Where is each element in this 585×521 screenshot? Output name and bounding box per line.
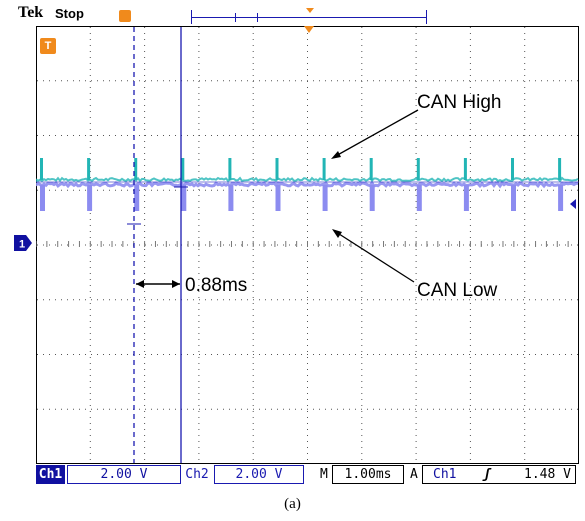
graticule-grid (35, 27, 578, 463)
can-high-pulse (228, 158, 232, 180)
waveform-plot: 0.88ms CAN High CAN Low (34, 26, 579, 464)
can-low-pulse (275, 185, 281, 211)
can-low-label: CAN Low (417, 280, 498, 301)
can-low-pulse (40, 185, 45, 211)
timebase-label: M (320, 467, 328, 482)
can-low-pulse (416, 185, 422, 211)
channel-1-marker-label: 1 (19, 239, 25, 251)
can-high-pulse (181, 158, 185, 180)
timebase-value: 1.00ms (332, 465, 404, 484)
trigger-level-icon (570, 199, 576, 209)
can-low-pulse (87, 185, 93, 211)
waveform-traces (34, 158, 579, 211)
ch1-scale: 2.00 V (67, 465, 181, 484)
ch2-badge: Ch2 (185, 467, 209, 482)
trigger-slope-icon: ʃ (483, 467, 491, 482)
can-high-pulse (87, 158, 91, 180)
can-low-pulse (228, 185, 234, 211)
can-low-pulse (463, 185, 469, 211)
can-high-pulse (416, 158, 420, 180)
can-high-pulse (558, 158, 562, 180)
can-high-pulse (511, 158, 514, 180)
can-low-baseline (34, 180, 579, 189)
trigger-point-icon (306, 8, 314, 13)
trigger-level: 1.48 V (524, 467, 571, 482)
can-low-arrow-head (332, 229, 342, 238)
can-high-pulse (369, 158, 373, 180)
can-high-baseline (35, 176, 579, 183)
channel-1-ground-marker: 1 (14, 235, 32, 251)
trigger-source: Ch1 (433, 467, 457, 482)
scope-header: Tek Stop (0, 0, 585, 26)
can-high-pulse (463, 158, 467, 180)
annotations: 0.88ms CAN High CAN Low (136, 92, 501, 301)
status-bar: Ch1 2.00 V Ch2 2.00 V M 1.00ms A Ch1 ʃ 1… (36, 465, 579, 485)
time-cursors (127, 26, 576, 463)
can-low-pulse (181, 185, 187, 211)
trigger-position-icon (304, 26, 314, 33)
can-low-pulse (322, 185, 328, 211)
trigger-position-icon (119, 10, 131, 22)
brand-label: Tek (18, 4, 44, 21)
scope-display: 0.88ms CAN High CAN Low (34, 26, 579, 464)
can-low-pulse (558, 185, 564, 211)
trigger-marker-icon: T (40, 38, 56, 54)
trigger-settings: Ch1 ʃ 1.48 V (422, 465, 576, 484)
can-low-pulse (369, 185, 375, 211)
can-high-arrow-line (333, 109, 419, 158)
record-view-ruler (191, 8, 427, 24)
ch2-scale: 2.00 V (214, 465, 304, 484)
acquisition-mode-label: A (410, 467, 418, 482)
delta-arrow-left-head (136, 280, 144, 288)
can-high-label: CAN High (417, 92, 501, 113)
can-high-pulse (322, 158, 326, 180)
cursor-delta-label: 0.88ms (185, 275, 247, 296)
can-low-pulse (134, 185, 140, 211)
can-high-arrow-head (331, 151, 341, 159)
can-low-pulse (511, 185, 516, 211)
ch1-badge: Ch1 (36, 465, 65, 484)
can-low-arrow-line (335, 231, 415, 283)
run-state-label: Stop (55, 6, 84, 21)
can-high-pulse (275, 158, 279, 180)
figure-caption: (a) (284, 496, 301, 512)
can-high-pulse (134, 158, 138, 180)
delta-arrow-right-head (172, 280, 180, 288)
can-high-pulse (40, 158, 43, 180)
